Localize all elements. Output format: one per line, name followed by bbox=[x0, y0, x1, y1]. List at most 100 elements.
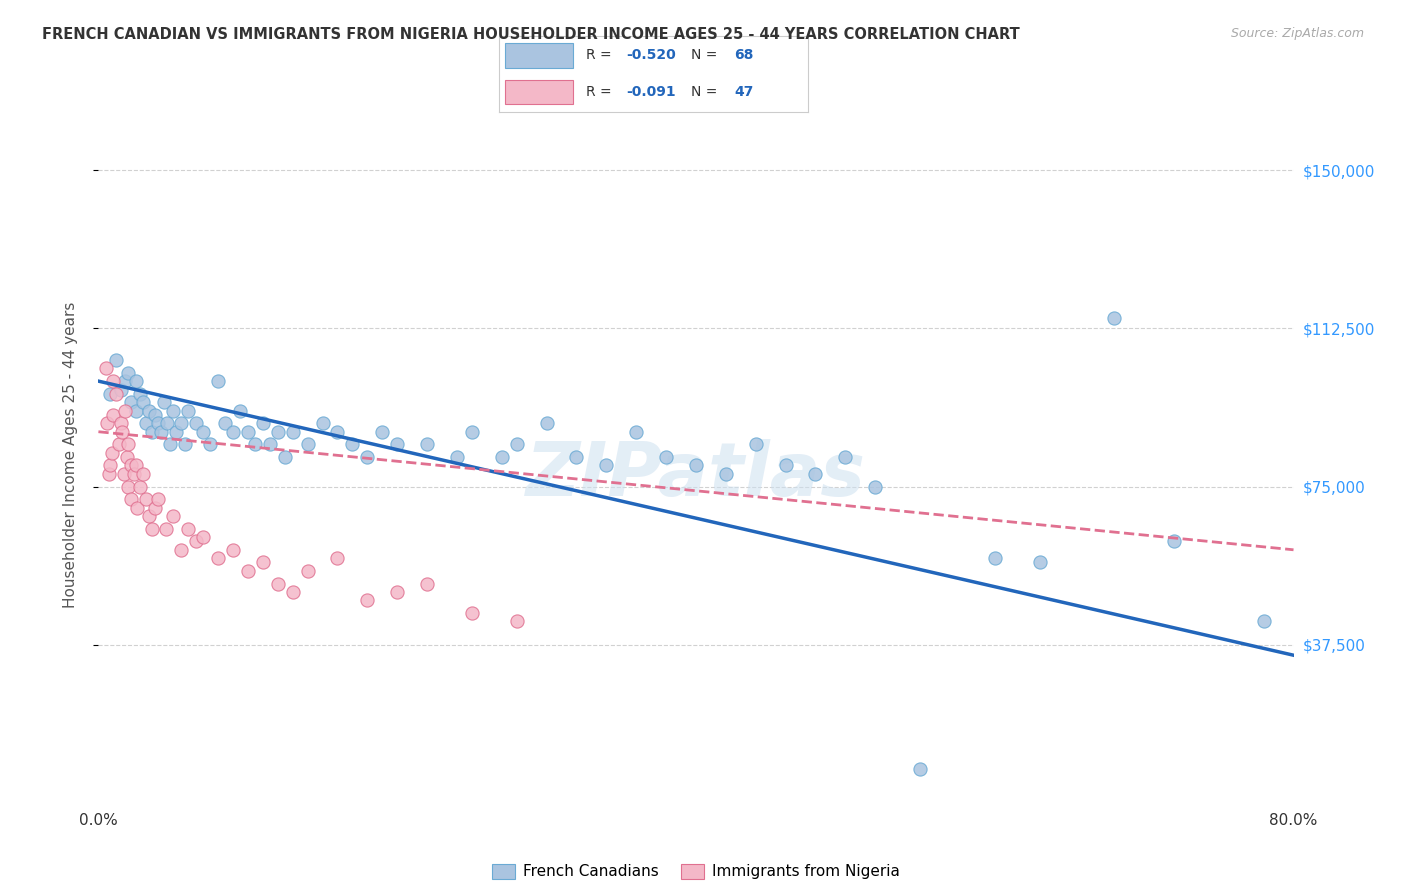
Point bbox=[252, 556, 274, 570]
Point bbox=[565, 450, 588, 464]
Point bbox=[162, 509, 184, 524]
Point bbox=[159, 437, 181, 451]
Point bbox=[184, 417, 207, 431]
Point bbox=[267, 425, 290, 439]
Point bbox=[214, 417, 236, 431]
Point bbox=[162, 403, 184, 417]
Point bbox=[446, 450, 468, 464]
Point bbox=[153, 395, 176, 409]
Point bbox=[267, 576, 290, 591]
Point bbox=[169, 542, 191, 557]
Text: ZIPatlas: ZIPatlas bbox=[526, 439, 866, 512]
Point bbox=[148, 417, 170, 431]
Point bbox=[506, 615, 529, 629]
Point bbox=[143, 500, 166, 515]
Point bbox=[129, 386, 152, 401]
Point bbox=[143, 408, 166, 422]
Point bbox=[125, 374, 148, 388]
Point bbox=[184, 534, 207, 549]
FancyBboxPatch shape bbox=[505, 79, 574, 104]
Point bbox=[536, 417, 558, 431]
Point bbox=[141, 522, 163, 536]
Point bbox=[105, 353, 128, 368]
Text: N =: N = bbox=[690, 85, 721, 99]
Point bbox=[655, 450, 678, 464]
Point bbox=[132, 467, 155, 481]
Point bbox=[281, 425, 304, 439]
Point bbox=[207, 374, 229, 388]
Point bbox=[245, 437, 267, 451]
Point bbox=[274, 450, 297, 464]
Point bbox=[174, 437, 197, 451]
Point bbox=[127, 500, 149, 515]
Point bbox=[115, 450, 138, 464]
Point bbox=[148, 492, 170, 507]
Point bbox=[117, 479, 139, 493]
Point bbox=[461, 606, 484, 620]
Point bbox=[281, 585, 304, 599]
Point bbox=[114, 374, 136, 388]
Point bbox=[135, 417, 157, 431]
Point bbox=[745, 437, 768, 451]
Point bbox=[297, 564, 319, 578]
Point bbox=[138, 403, 160, 417]
Point bbox=[117, 366, 139, 380]
Point bbox=[416, 437, 439, 451]
Point bbox=[685, 458, 707, 473]
Point bbox=[125, 403, 148, 417]
Point bbox=[135, 492, 157, 507]
Point bbox=[342, 437, 364, 451]
FancyBboxPatch shape bbox=[505, 44, 574, 68]
Point bbox=[506, 437, 529, 451]
Point bbox=[908, 762, 931, 776]
Point bbox=[311, 417, 333, 431]
Point bbox=[132, 395, 155, 409]
Legend: French Canadians, Immigrants from Nigeria: French Canadians, Immigrants from Nigeri… bbox=[486, 857, 905, 886]
Point bbox=[865, 479, 887, 493]
Point bbox=[124, 467, 146, 481]
Point bbox=[120, 395, 142, 409]
Point bbox=[108, 437, 131, 451]
Point bbox=[177, 522, 200, 536]
Point bbox=[222, 425, 245, 439]
Point bbox=[125, 458, 148, 473]
Text: FRENCH CANADIAN VS IMMIGRANTS FROM NIGERIA HOUSEHOLDER INCOME AGES 25 - 44 YEARS: FRENCH CANADIAN VS IMMIGRANTS FROM NIGER… bbox=[42, 27, 1019, 42]
Point bbox=[100, 386, 122, 401]
Point bbox=[356, 593, 378, 607]
Point bbox=[371, 425, 394, 439]
Point bbox=[129, 479, 152, 493]
Point bbox=[714, 467, 737, 481]
Point bbox=[252, 417, 274, 431]
Point bbox=[1104, 310, 1126, 325]
Point bbox=[416, 576, 439, 591]
Text: -0.520: -0.520 bbox=[626, 48, 676, 62]
Point bbox=[105, 386, 128, 401]
Text: 47: 47 bbox=[734, 85, 754, 99]
Point bbox=[326, 551, 349, 566]
Point bbox=[259, 437, 281, 451]
Point bbox=[356, 450, 378, 464]
Point bbox=[385, 585, 409, 599]
Point bbox=[97, 467, 120, 481]
Point bbox=[120, 492, 142, 507]
Point bbox=[156, 417, 179, 431]
Y-axis label: Householder Income Ages 25 - 44 years: Householder Income Ages 25 - 44 years bbox=[63, 301, 77, 608]
Point bbox=[96, 417, 118, 431]
Text: Source: ZipAtlas.com: Source: ZipAtlas.com bbox=[1230, 27, 1364, 40]
Point bbox=[1253, 615, 1275, 629]
Point bbox=[236, 564, 259, 578]
Text: R =: R = bbox=[586, 48, 616, 62]
Point bbox=[110, 417, 132, 431]
Point bbox=[1028, 556, 1050, 570]
Point bbox=[177, 403, 200, 417]
Point bbox=[222, 542, 245, 557]
Text: R =: R = bbox=[586, 85, 616, 99]
Point bbox=[385, 437, 409, 451]
Point bbox=[150, 425, 173, 439]
Point bbox=[141, 425, 163, 439]
Point bbox=[297, 437, 319, 451]
Point bbox=[191, 425, 214, 439]
Point bbox=[112, 467, 135, 481]
Point bbox=[169, 417, 191, 431]
Point bbox=[165, 425, 187, 439]
